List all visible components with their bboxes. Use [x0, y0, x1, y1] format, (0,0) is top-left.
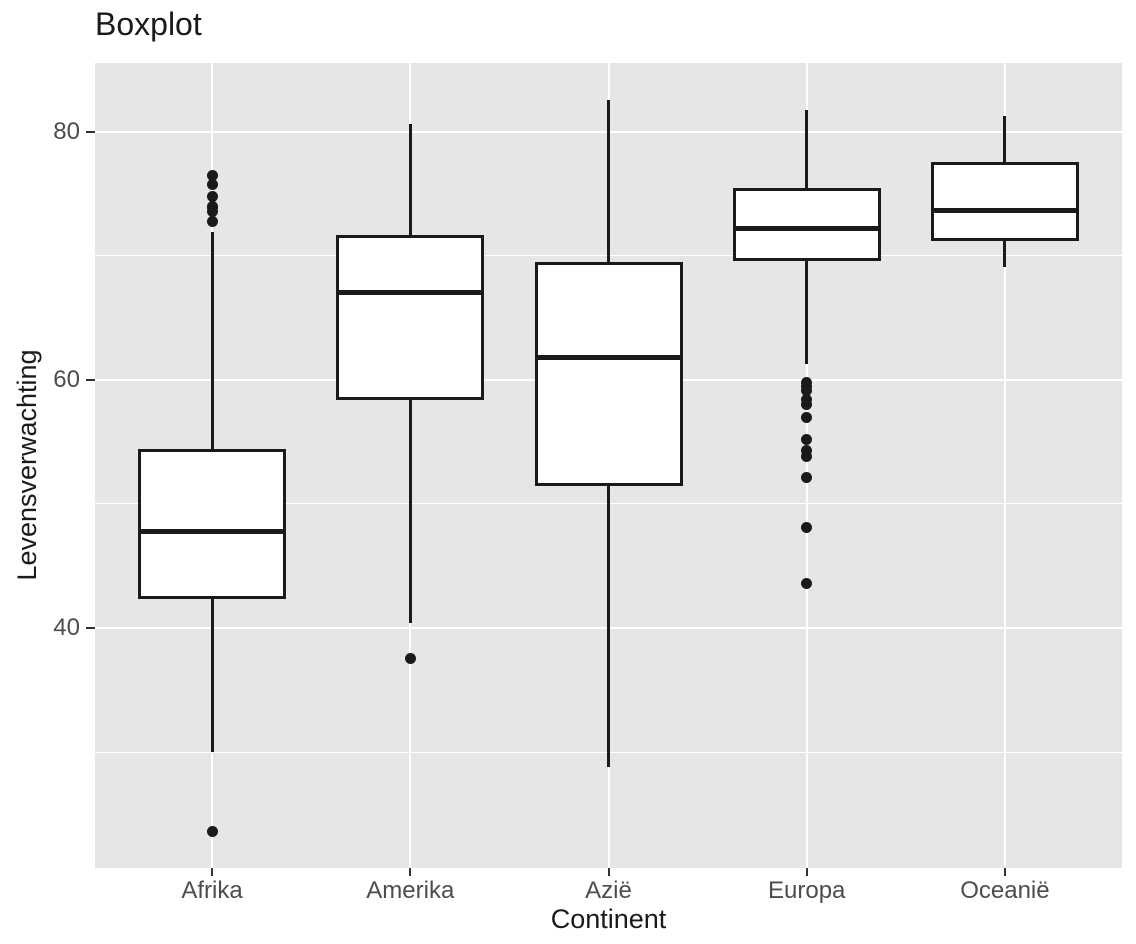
outlier-dot — [801, 411, 813, 423]
outlier-dot — [206, 825, 218, 837]
y-tick-label: 80 — [53, 117, 80, 145]
boxplot-box-oceanië — [930, 162, 1079, 241]
y-tick-mark — [86, 378, 95, 381]
outlier-dot — [206, 179, 218, 191]
x-tick-label: Amerika — [366, 877, 455, 904]
boxplot-box-europa — [732, 188, 881, 262]
outlier-dot — [206, 170, 218, 182]
x-tick-label: Afrika — [181, 877, 243, 904]
y-tick-mark — [86, 626, 95, 629]
outlier-dot — [801, 451, 813, 463]
x-tick-mark — [409, 868, 412, 876]
y-tick-mark — [86, 130, 95, 133]
gridline-major-x — [805, 63, 808, 868]
outlier-dot — [801, 578, 813, 590]
boxplot-box-afrika — [138, 449, 287, 599]
median-line-europa — [735, 225, 878, 231]
y-tick-label: 60 — [53, 365, 80, 393]
gridline-major-x — [1003, 63, 1006, 868]
outlier-dot — [801, 433, 813, 445]
median-line-azië — [537, 355, 680, 361]
outlier-dot — [801, 393, 813, 405]
median-line-afrika — [141, 528, 284, 534]
x-tick-mark — [1003, 868, 1006, 876]
outlier-dot — [801, 444, 813, 456]
x-tick-label: Azië — [585, 877, 632, 904]
outlier-dot — [206, 191, 218, 203]
x-tick-mark — [211, 868, 214, 876]
x-tick-label: Europa — [768, 877, 846, 904]
outlier-dot — [801, 399, 813, 411]
y-tick-label: 40 — [53, 613, 80, 641]
outlier-dot — [801, 472, 813, 484]
x-axis-title: Continent — [550, 904, 667, 934]
outlier-dot — [206, 201, 218, 213]
x-tick-label: Oceanië — [960, 877, 1050, 904]
plot-panel — [95, 63, 1122, 868]
plot-title: Boxplot — [95, 6, 202, 42]
x-tick-mark — [607, 868, 610, 876]
boxplot-box-amerika — [336, 234, 485, 400]
outlier-dot — [206, 215, 218, 227]
x-tick-mark — [805, 868, 808, 876]
median-line-amerika — [339, 289, 482, 295]
outlier-dot — [404, 652, 416, 664]
median-line-oceanië — [933, 207, 1076, 213]
outlier-dot — [801, 522, 813, 534]
boxplot-box-azië — [534, 261, 683, 487]
outlier-dot — [801, 384, 813, 396]
